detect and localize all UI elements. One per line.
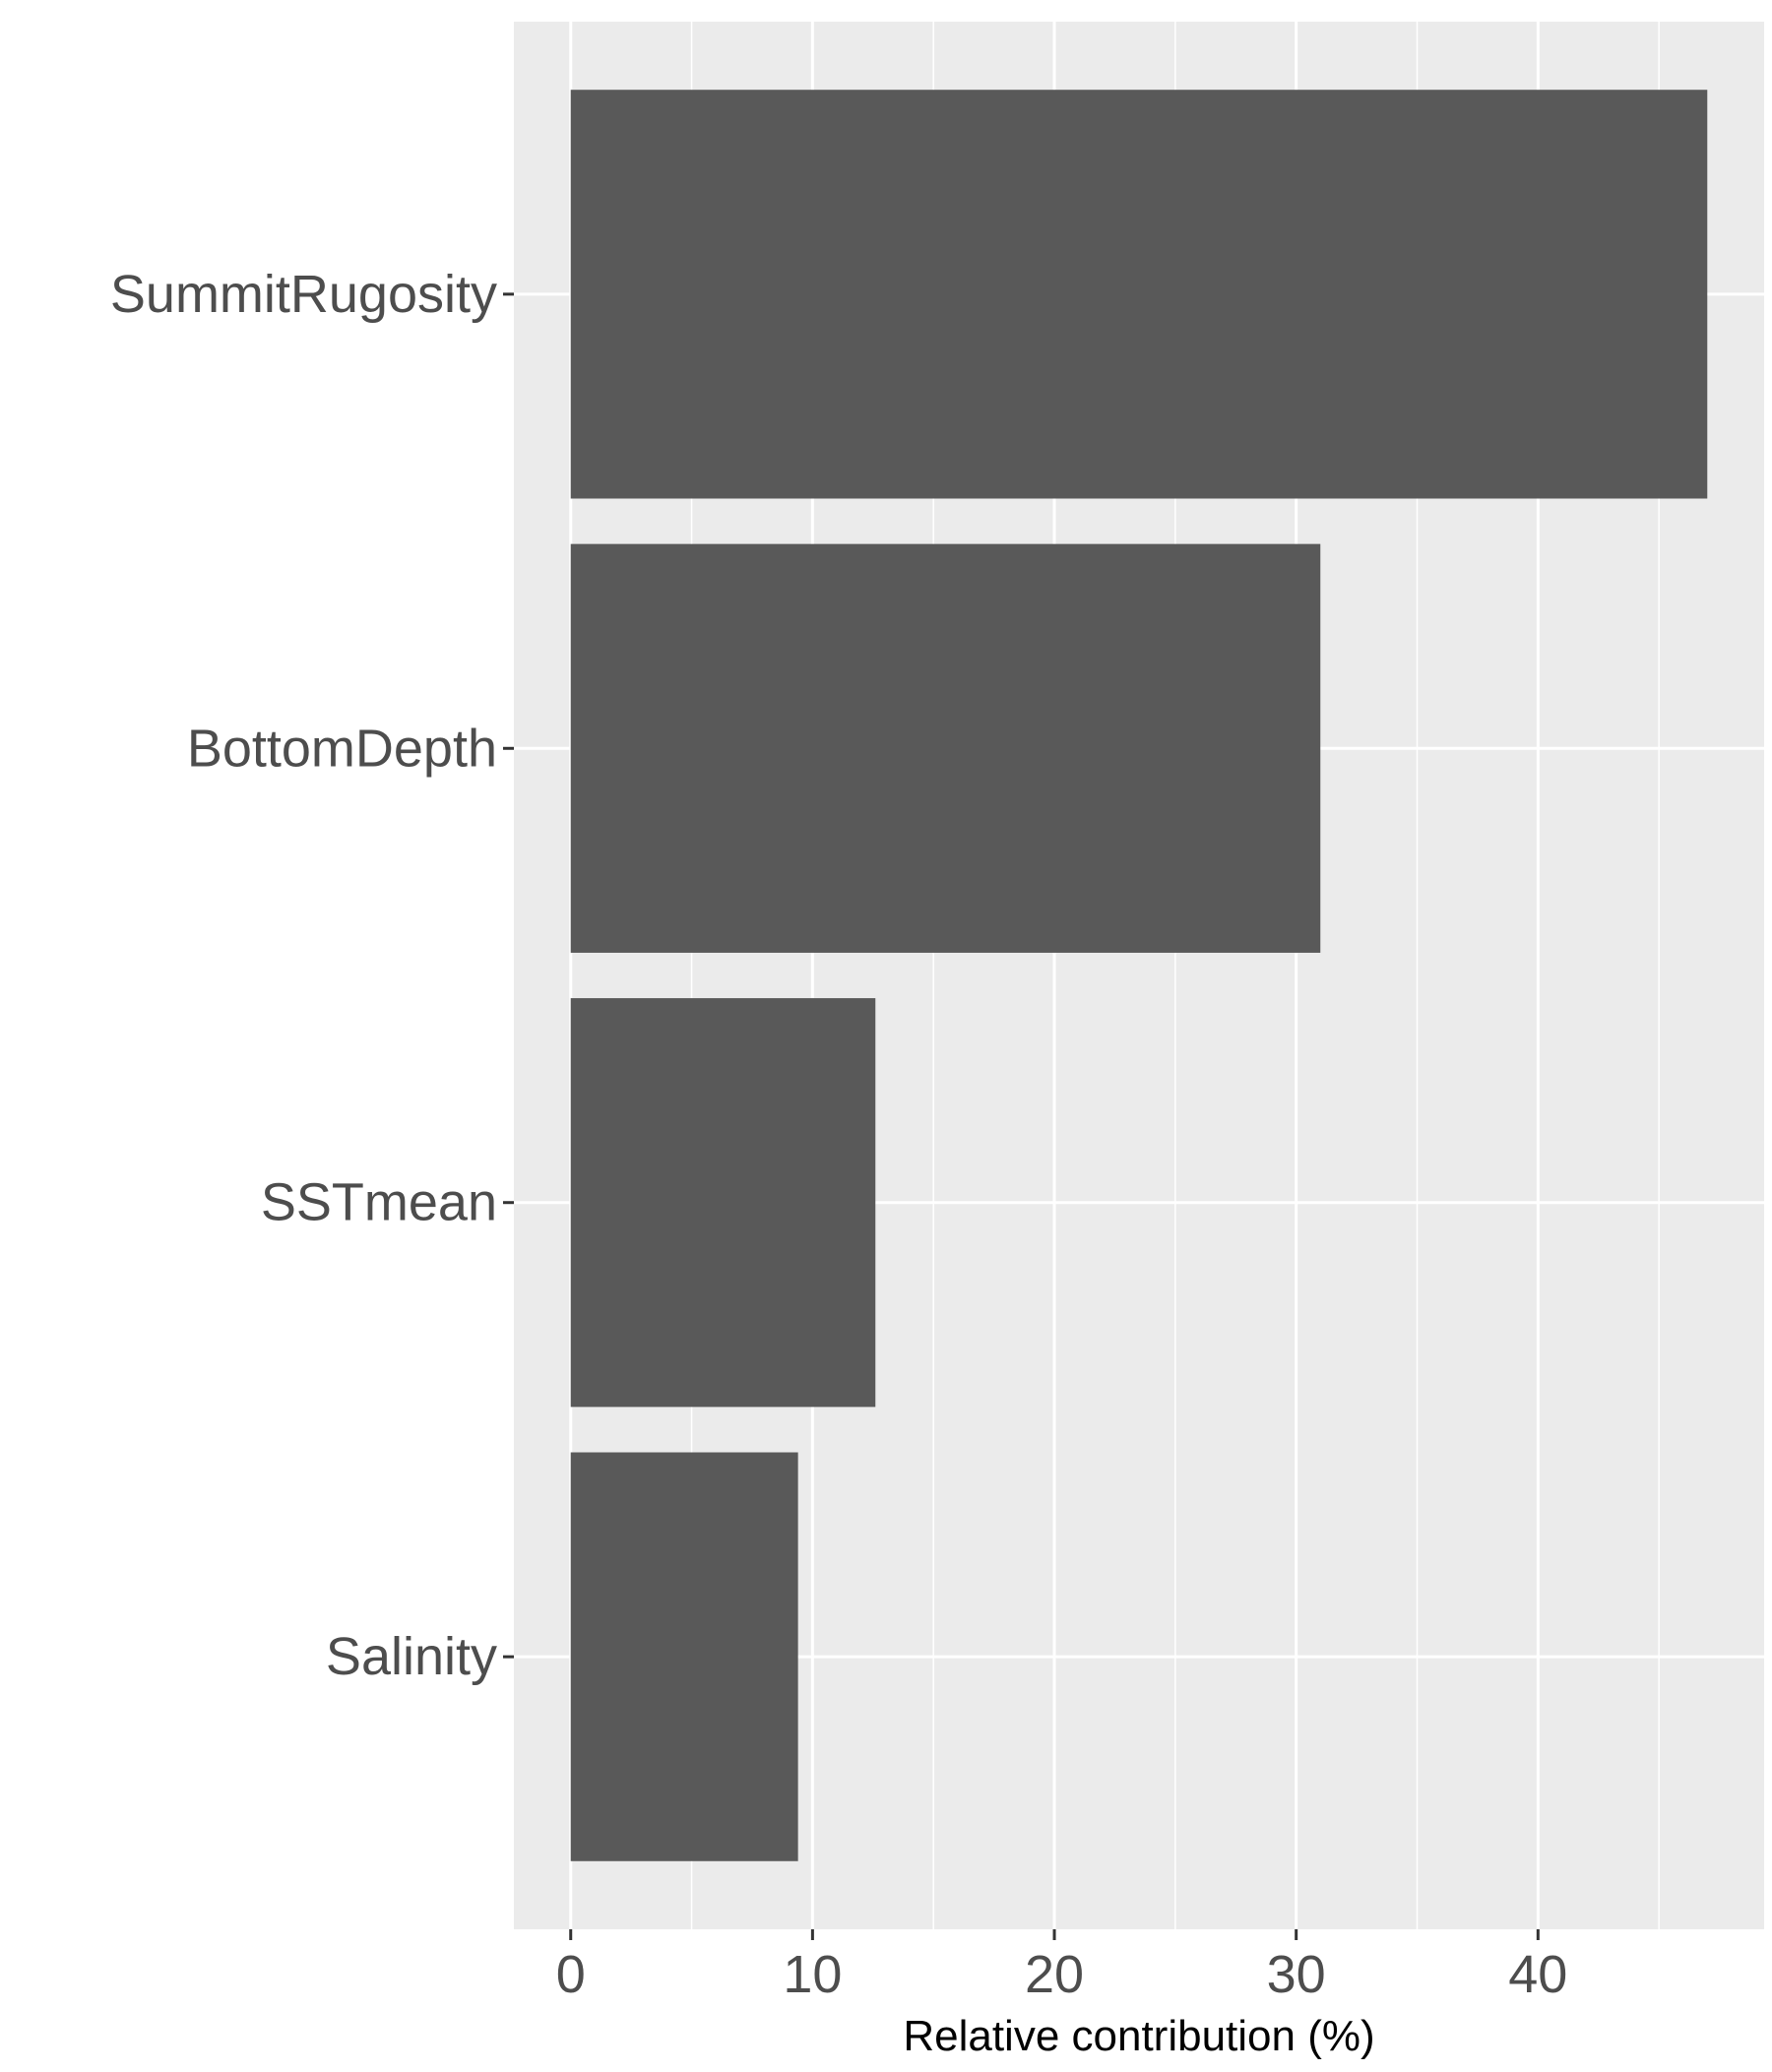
x-tick-label: 40 bbox=[1508, 1945, 1567, 2004]
bar-BottomDepth bbox=[570, 543, 1321, 953]
x-tick-label: 20 bbox=[1025, 1945, 1084, 2004]
x-tick-label: 30 bbox=[1267, 1945, 1326, 2004]
y-tick-label: BottomDepth bbox=[187, 719, 497, 778]
bars bbox=[570, 90, 1708, 1861]
y-tick-label: Salinity bbox=[326, 1627, 497, 1686]
x-tick-label: 10 bbox=[783, 1945, 842, 2004]
x-tick-label: 0 bbox=[556, 1945, 586, 2004]
x-axis: 0 10 20 30 40 bbox=[556, 1929, 1567, 2004]
x-axis-title: Relative contribution (%) bbox=[903, 2012, 1374, 2060]
y-tick-label: SummitRugosity bbox=[110, 265, 497, 324]
bar-SummitRugosity bbox=[570, 90, 1708, 499]
y-axis: SummitRugosity BottomDepth SSTmean Salinity bbox=[110, 265, 514, 1686]
y-tick-label: SSTmean bbox=[261, 1173, 497, 1232]
bar-SSTmean bbox=[570, 998, 876, 1408]
bar-Salinity bbox=[570, 1452, 798, 1861]
